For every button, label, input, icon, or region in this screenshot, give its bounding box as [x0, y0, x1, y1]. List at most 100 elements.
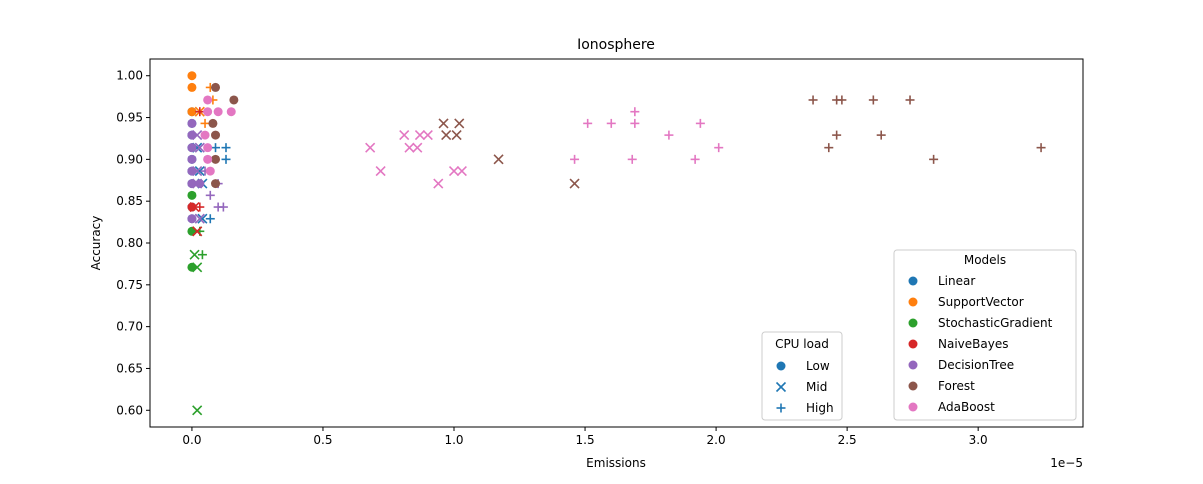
x-tick-label: 0.0 — [182, 433, 201, 447]
data-point-forest-circle — [208, 118, 218, 128]
chart-title: Ionosphere — [577, 37, 655, 53]
data-point-adaboost-circle — [203, 107, 213, 117]
data-point-decisiontree-x — [192, 166, 203, 177]
data-point-adaboost-plus — [627, 154, 637, 164]
data-point-adaboost-circle — [203, 154, 213, 164]
data-point-adaboost-plus — [570, 154, 580, 164]
y-tick-label: 0.90 — [116, 152, 143, 166]
data-point-forest-circle — [211, 82, 221, 92]
model-legend-label: Forest — [938, 379, 975, 393]
cpu-legend-label: Mid — [806, 380, 827, 394]
data-point-naivebayes-plus — [195, 107, 205, 117]
data-point-adaboost-plus — [630, 118, 640, 128]
data-point-adaboost-plus — [690, 154, 700, 164]
data-point-forest-x — [454, 118, 465, 129]
x-tick-label: 2.5 — [838, 433, 857, 447]
data-point-linear-plus — [205, 214, 215, 224]
data-point-naivebayes-x — [192, 226, 203, 237]
data-point-adaboost-plus — [606, 118, 616, 128]
data-point-decisiontree-circle — [187, 154, 197, 164]
data-point-forest-plus — [824, 143, 834, 153]
data-point-decisiontree-plus — [218, 202, 228, 212]
data-point-forest-plus — [837, 95, 847, 105]
models-legend-title: Models — [964, 253, 1006, 267]
cpu-legend-label: High — [806, 401, 834, 415]
axes: 0.0 0.5 1.0 1.5 2.0 2.5 3.0 0.60 0.65 0.70 0.75 0.8… — [116, 58, 1084, 447]
x-axis-label: Emissions — [586, 456, 646, 470]
model-legend-label: SupportVector — [938, 295, 1024, 309]
data-point-decisiontree-x — [192, 178, 203, 189]
data-point-decisiontree-x — [192, 130, 203, 141]
model-legend-label: Linear — [938, 274, 975, 288]
data-point-adaboost-x — [433, 178, 444, 189]
data-point-stochasticgradient-x — [192, 262, 203, 273]
model-legend-items: Linear SupportVector StochasticGradient Nai… — [908, 274, 1053, 414]
data-point-decisiontree-x — [194, 213, 205, 224]
data-point-forest-circle — [211, 179, 221, 189]
model-legend-decisiontree-marker — [908, 360, 918, 370]
data-point-adaboost-circle — [203, 143, 213, 153]
data-point-naivebayes-circle — [187, 202, 197, 212]
data-point-forest-plus — [808, 95, 818, 105]
data-point-stochasticgradient-x — [189, 249, 200, 260]
data-point-decisiontree-x — [194, 142, 205, 153]
data-point-forest-plus — [1036, 143, 1046, 153]
data-point-forest-circle — [211, 154, 221, 164]
cpu-legend-mid-marker — [775, 381, 787, 393]
model-legend-label: NaiveBayes — [938, 337, 1008, 351]
model-legend-supportvector-marker — [908, 297, 918, 307]
x-tick-label: 2.0 — [707, 433, 726, 447]
data-point-forest-circle — [211, 130, 221, 140]
data-point-adaboost-x — [414, 130, 426, 141]
data-point-forest-x — [451, 130, 462, 141]
cpu-legend-label: Low — [806, 359, 830, 373]
data-point-decisiontree-circle — [187, 118, 197, 128]
data-point-forest-x — [493, 154, 504, 165]
data-point-stochasticgradient-x — [192, 405, 203, 416]
cpu-legend-low-marker — [776, 361, 786, 371]
data-point-forest-plus — [905, 95, 915, 105]
x-tick-label: 1.5 — [576, 433, 595, 447]
data-point-supportvector-plus — [200, 118, 210, 128]
model-legend-naivebayes-marker — [908, 339, 918, 349]
model-legend-label: DecisionTree — [938, 358, 1014, 372]
data-point-adaboost-x — [365, 142, 376, 153]
cpu-load-legend: CPU load Low Mid High — [761, 331, 843, 421]
data-point-supportvector-circle — [187, 82, 197, 92]
y-tick-label: 0.75 — [116, 278, 143, 292]
data-point-forest-plus — [876, 130, 886, 140]
data-point-adaboost-circle — [205, 166, 215, 176]
model-legend-label: StochasticGradient — [938, 316, 1053, 330]
data-point-adaboost-plus — [630, 107, 640, 117]
data-point-linear-x — [194, 166, 205, 177]
y-tick-label: 1.00 — [116, 69, 143, 83]
data-point-forest-plus — [929, 154, 939, 164]
data-point-forest-plus — [832, 130, 842, 140]
data-point-forest-x — [569, 178, 580, 189]
y-axis-label: Accuracy — [89, 216, 103, 271]
data-point-adaboost-x — [412, 142, 423, 153]
data-point-adaboost-x — [422, 130, 433, 141]
data-point-adaboost-x — [404, 142, 415, 153]
data-point-adaboost-x — [448, 166, 460, 177]
data-point-decisiontree-circle — [195, 179, 205, 189]
data-point-stochasticgradient-plus — [197, 250, 207, 260]
cpu-legend-frame — [761, 331, 843, 421]
data-point-adaboost-plus — [664, 130, 674, 140]
data-point-supportvector-circle — [187, 107, 197, 117]
data-point-linear-plus — [221, 143, 231, 153]
data-point-decisiontree-circle — [187, 143, 197, 153]
data-point-naivebayes-x — [189, 201, 200, 213]
data-point-forest-plus — [868, 95, 878, 105]
y-tick-label: 0.65 — [116, 361, 143, 375]
data-point-adaboost-x — [375, 166, 386, 177]
x-offset-label: 1e−5 — [1050, 456, 1083, 470]
model-legend-linear-marker — [908, 276, 918, 286]
x-tick-label: 3.0 — [969, 433, 988, 447]
data-point-adaboost-circle — [213, 107, 223, 117]
data-point-forest-x — [438, 118, 449, 129]
model-legend-adaboost-marker — [908, 402, 918, 412]
data-point-forest-x — [441, 130, 452, 141]
cpu-legend-items: Low Mid High — [775, 359, 834, 415]
x-tick-label: 0.5 — [313, 433, 332, 447]
